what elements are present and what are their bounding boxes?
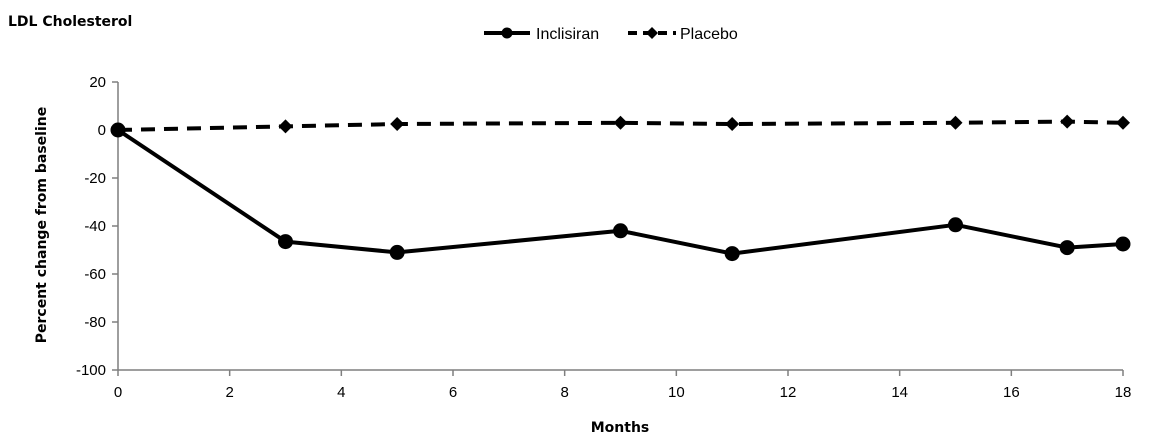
data-point-placebo [1116, 115, 1130, 130]
data-point-placebo [725, 117, 740, 131]
y-tick-label: -20 [84, 170, 106, 187]
x-tick-label: 18 [1115, 384, 1132, 401]
data-point-inclisiran [278, 234, 293, 250]
y-tick-label: -80 [84, 314, 106, 331]
x-tick-label: 6 [449, 384, 457, 401]
y-tick-label: -100 [76, 362, 106, 379]
data-point-placebo [390, 117, 405, 131]
axes: 20 0 -20 -40 -60 -80 -100 0 2 4 6 8 10 12 14 16 18 [76, 74, 1131, 401]
x-tick-label: 2 [225, 384, 233, 401]
series-line-inclisiran [116, 128, 1124, 256]
legend-label-inclisiran: Inclisiran [536, 26, 599, 43]
legend-label-placebo: Placebo [680, 26, 738, 43]
x-tick-label: 8 [560, 384, 568, 401]
series-line-placebo [117, 119, 1124, 132]
data-point-inclisiran [613, 223, 628, 239]
data-point-placebo [613, 115, 628, 130]
x-tick-label: 4 [337, 384, 345, 401]
data-point-inclisiran [724, 246, 740, 262]
y-tick-label: -40 [84, 218, 106, 235]
data-point-placebo [1060, 114, 1075, 129]
legend-marker-placebo [646, 27, 658, 39]
x-tick-label: 0 [114, 384, 122, 401]
plot-area [110, 114, 1131, 262]
y-axis-label: Percent change from baseline [34, 107, 50, 344]
data-point-placebo [948, 115, 963, 130]
y-tick-label: 20 [89, 74, 106, 91]
chart-title: LDL Cholesterol [8, 14, 132, 30]
x-tick-label: 16 [1003, 384, 1020, 401]
y-tick-label: -60 [84, 266, 106, 283]
x-tick-label: 10 [668, 384, 685, 401]
legend: Inclisiran Placebo [484, 26, 738, 43]
data-point-inclisiran [389, 244, 405, 260]
data-point-placebo [111, 123, 125, 137]
x-axis-label: Months [591, 420, 650, 436]
data-point-inclisiran [1115, 236, 1131, 252]
data-point-inclisiran [1059, 240, 1075, 256]
data-point-inclisiran [948, 217, 963, 233]
x-tick-label: 14 [891, 384, 908, 401]
legend-marker-inclisiran [501, 27, 513, 39]
y-tick-label: 0 [98, 122, 106, 139]
x-tick-label: 12 [780, 384, 797, 401]
data-point-placebo [278, 119, 293, 134]
